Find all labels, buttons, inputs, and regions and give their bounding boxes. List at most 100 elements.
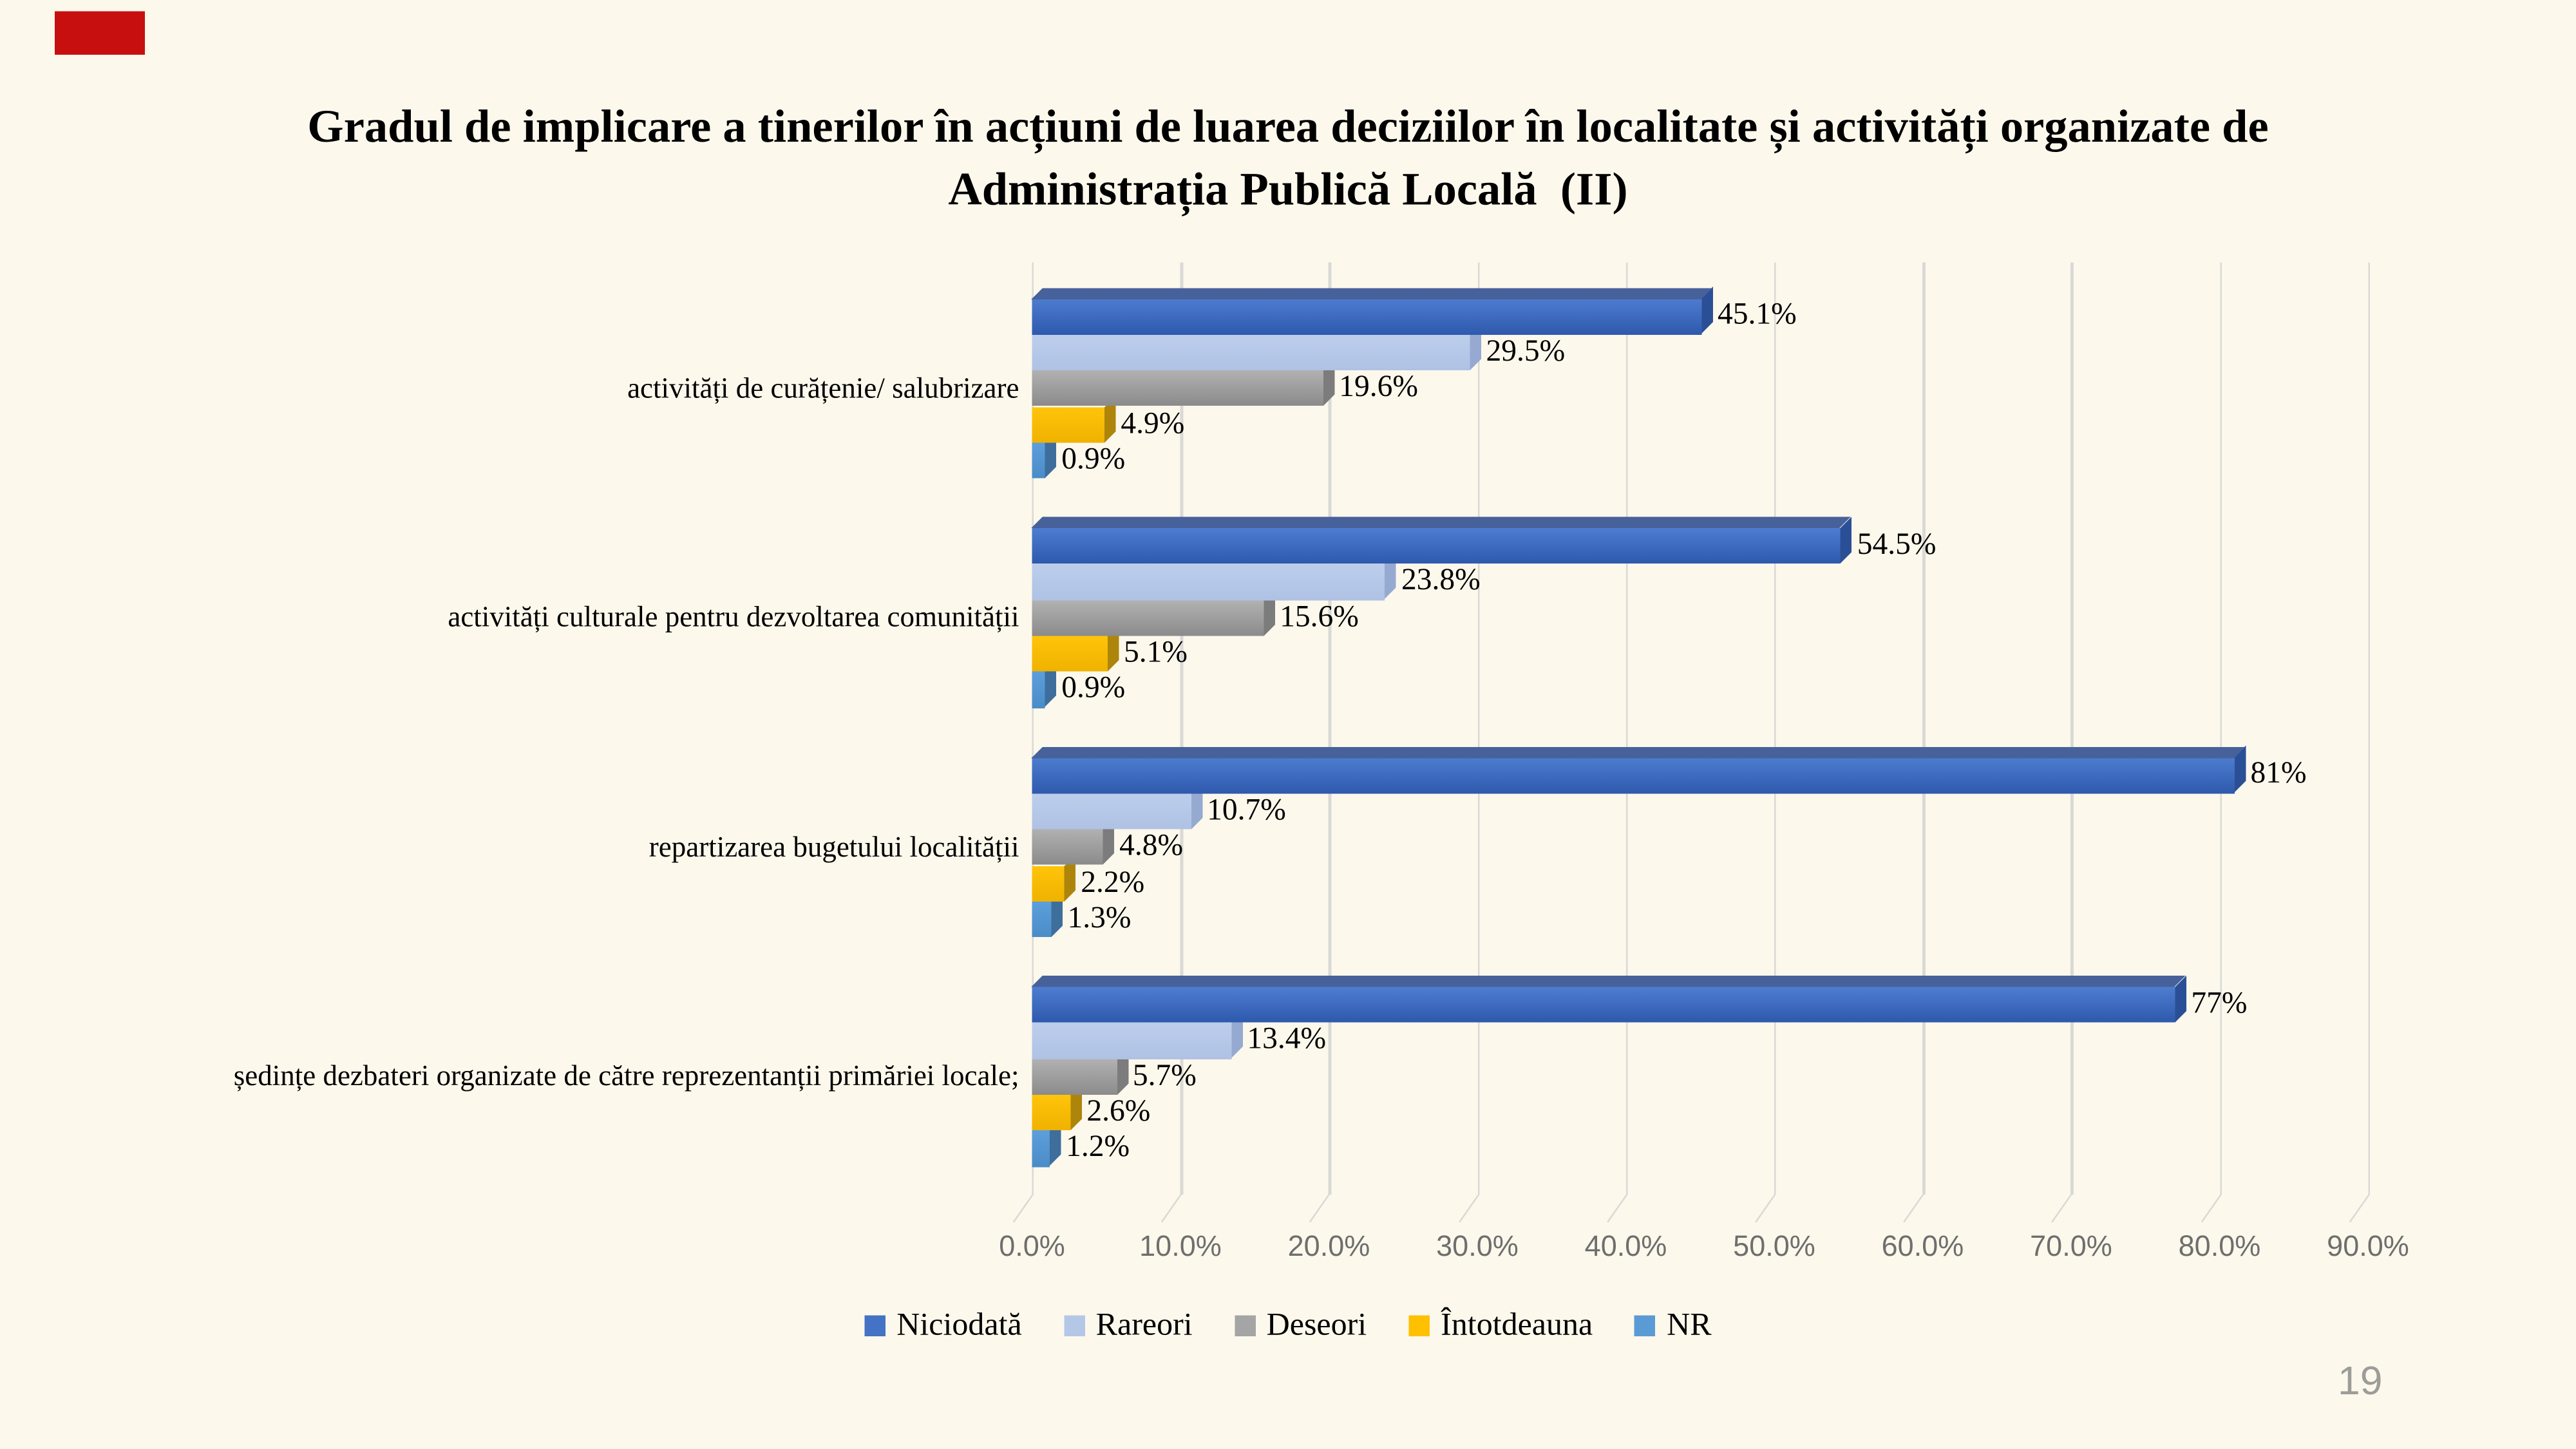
- gridline: [1774, 262, 1777, 1195]
- bar-face: [1032, 1058, 1117, 1095]
- gridline-foot: [1012, 1194, 1034, 1224]
- value-label: 15.6%: [1280, 600, 1359, 634]
- value-label: 29.5%: [1486, 334, 1566, 368]
- gridline: [2367, 262, 2371, 1195]
- red-marker: [55, 11, 145, 55]
- legend-label: Niciodată: [896, 1306, 1022, 1342]
- gridline: [1922, 262, 1925, 1195]
- value-label: 10.7%: [1207, 793, 1286, 828]
- value-label: 54.5%: [1857, 527, 1937, 562]
- value-label: 0.9%: [1061, 672, 1126, 706]
- gridline-foot: [1903, 1194, 1925, 1224]
- gridline: [1477, 262, 1480, 1195]
- bar-face: [1032, 1130, 1050, 1167]
- value-label: 23.8%: [1401, 564, 1481, 598]
- x-tick-label: 80.0%: [2178, 1230, 2261, 1262]
- gridline: [1625, 262, 1628, 1195]
- legend-item-Întotdeauna: Întotdeauna: [1408, 1307, 1593, 1344]
- chart-title-line1: Gradul de implicare a tinerilor în acțiu…: [307, 101, 2269, 153]
- x-tick-label: 30.0%: [1436, 1230, 1519, 1262]
- value-label: 2.2%: [1081, 865, 1145, 900]
- value-label: 1.2%: [1066, 1130, 1130, 1165]
- legend-swatch-icon: [1408, 1314, 1430, 1336]
- gridline-foot: [1161, 1194, 1183, 1224]
- bar-face: [1032, 442, 1046, 479]
- bar-face: [1032, 298, 1702, 335]
- legend-swatch-icon: [864, 1314, 886, 1336]
- bar-Rareori: [1032, 1012, 1242, 1059]
- x-tick-label: 70.0%: [2030, 1230, 2112, 1262]
- bar-Niciodată: [1032, 517, 1852, 564]
- bar-Deseori: [1032, 359, 1334, 407]
- bar-top-bevel: [1032, 287, 1712, 299]
- bar-Niciodată: [1032, 976, 2186, 1023]
- bar-face: [1032, 901, 1052, 938]
- bar-Deseori: [1032, 819, 1114, 866]
- bar-Rareori: [1032, 782, 1202, 829]
- bar-Deseori: [1032, 1048, 1128, 1095]
- gridline: [1180, 262, 1183, 1195]
- gridline-foot: [1606, 1194, 1628, 1224]
- x-tick-label: 40.0%: [1584, 1230, 1667, 1262]
- bar-Întotdeauna: [1032, 625, 1119, 672]
- legend-item-NR: NR: [1634, 1306, 1712, 1344]
- legend-swatch-icon: [1234, 1314, 1256, 1336]
- gridline-foot: [1755, 1194, 1777, 1224]
- bar-top-bevel: [1032, 746, 2245, 757]
- bar-top-bevel: [1032, 976, 2186, 987]
- legend-swatch-icon: [1634, 1314, 1656, 1336]
- bar-face: [1032, 406, 1105, 443]
- bar-Întotdeauna: [1032, 1084, 1081, 1131]
- legend-item-Deseori: Deseori: [1234, 1307, 1367, 1344]
- gridline: [2070, 262, 2074, 1195]
- bar-face: [1032, 829, 1104, 866]
- x-tick-label: 20.0%: [1287, 1230, 1370, 1262]
- page-number: 19: [2338, 1359, 2383, 1404]
- bar-NR: [1032, 891, 1062, 938]
- x-tick-label: 0.0%: [999, 1230, 1065, 1262]
- bar-face: [1032, 564, 1386, 600]
- value-label: 45.1%: [1718, 298, 1797, 332]
- value-label: 81%: [2250, 757, 2307, 791]
- gridline-foot: [2200, 1194, 2222, 1224]
- bar-NR: [1032, 1120, 1061, 1167]
- value-label: 0.9%: [1061, 442, 1126, 477]
- bar-Niciodată: [1032, 746, 2245, 793]
- category-label: activități culturale pentru dezvoltarea …: [448, 601, 1019, 634]
- bar-face: [1032, 600, 1264, 636]
- gridline: [2219, 262, 2222, 1195]
- bar-face: [1032, 334, 1470, 371]
- bar-face: [1032, 793, 1191, 829]
- value-label: 13.4%: [1247, 1022, 1327, 1057]
- gridline-foot: [1309, 1194, 1331, 1224]
- gridline-foot: [1458, 1194, 1480, 1224]
- bar-Întotdeauna: [1032, 396, 1115, 443]
- gridline-foot: [2052, 1194, 2074, 1224]
- bar-Deseori: [1032, 589, 1274, 636]
- bar-face: [1032, 865, 1065, 902]
- legend-label: NR: [1667, 1306, 1712, 1342]
- category-label: activități de curățenie/ salubrizare: [627, 371, 1019, 404]
- bar-face: [1032, 1095, 1071, 1131]
- category-label: ședințe dezbateri organizate de către re…: [233, 1059, 1019, 1092]
- x-tick-label: 50.0%: [1733, 1230, 1815, 1262]
- legend-label: Întotdeauna: [1441, 1306, 1593, 1342]
- bar-face: [1032, 757, 2235, 793]
- bar-face: [1032, 370, 1323, 407]
- bar-NR: [1032, 431, 1056, 479]
- chart-title-line2: Administrația Publică Locală (II): [948, 164, 1628, 216]
- value-label: 4.9%: [1121, 406, 1185, 440]
- x-tick-label: 90.0%: [2327, 1230, 2409, 1262]
- value-label: 19.6%: [1339, 370, 1418, 404]
- value-label: 2.6%: [1086, 1095, 1151, 1129]
- chart-legend: Niciodată Rareori Deseori Întotdeauna NR: [0, 1301, 2576, 1349]
- gridline: [1032, 262, 1034, 1195]
- legend-swatch-icon: [1063, 1314, 1085, 1336]
- bar-face: [1032, 672, 1046, 708]
- value-label: 5.1%: [1124, 636, 1188, 670]
- bar-Întotdeauna: [1032, 855, 1075, 902]
- bar-Rareori: [1032, 553, 1396, 600]
- legend-item-Niciodată: Niciodată: [864, 1306, 1022, 1344]
